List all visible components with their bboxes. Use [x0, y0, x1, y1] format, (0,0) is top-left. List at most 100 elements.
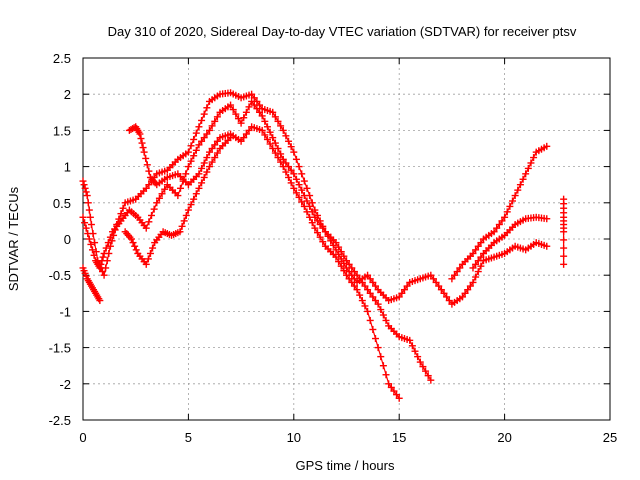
y-tick-label: 2.5	[53, 51, 71, 66]
data-point-marker	[150, 205, 158, 213]
x-tick-label: 5	[185, 430, 192, 445]
data-point-marker	[385, 380, 393, 388]
data-point-marker	[139, 144, 147, 152]
data-point-marker	[137, 135, 145, 143]
data-point-marker	[100, 249, 108, 257]
data-point-marker	[560, 244, 568, 252]
data-point-marker	[184, 163, 192, 171]
data-point-marker	[208, 158, 216, 166]
data-point-marker	[187, 142, 195, 150]
data-point-marker	[303, 208, 311, 216]
data-point-marker	[419, 363, 427, 371]
data-point-marker	[453, 268, 461, 276]
data-point-marker	[314, 229, 322, 237]
data-point-marker	[472, 273, 480, 281]
data-point-marker	[358, 278, 366, 286]
data-point-marker	[432, 278, 440, 286]
data-point-marker	[298, 186, 306, 194]
data-point-marker	[345, 260, 353, 268]
data-point-marker	[477, 239, 485, 247]
y-tick-label: -0.5	[49, 268, 71, 283]
data-point-marker	[456, 264, 464, 272]
data-point-marker	[469, 249, 477, 257]
data-point-marker	[493, 224, 501, 232]
data-point-marker	[371, 282, 379, 290]
data-point-marker	[287, 143, 295, 151]
data-point-marker	[514, 186, 522, 194]
data-point-marker	[176, 184, 184, 192]
data-point-marker	[340, 252, 348, 260]
data-point-marker	[435, 282, 443, 290]
data-point-marker	[279, 163, 287, 171]
data-point-marker	[211, 141, 219, 149]
data-point-marker	[340, 267, 348, 275]
data-point-marker	[129, 239, 137, 247]
data-point-marker	[84, 230, 92, 238]
data-point-marker	[424, 372, 432, 380]
data-point-marker	[332, 253, 340, 261]
data-point-marker	[200, 159, 208, 167]
data-point-marker	[279, 126, 287, 134]
x-tick-label: 25	[603, 430, 617, 445]
series-6	[448, 142, 551, 283]
data-point-marker	[269, 134, 277, 142]
data-point-marker	[287, 179, 295, 187]
data-point-marker	[290, 148, 298, 156]
data-point-marker	[543, 142, 551, 150]
grid-lines	[83, 58, 610, 420]
data-point-marker	[274, 117, 282, 125]
series-1	[79, 89, 551, 308]
data-point-marker	[250, 101, 258, 109]
data-point-marker	[303, 184, 311, 192]
data-point-marker	[182, 170, 190, 178]
data-point-marker	[560, 252, 568, 260]
data-point-marker	[356, 291, 364, 299]
data-point-marker	[242, 108, 250, 116]
data-point-marker	[266, 128, 274, 136]
data-point-marker	[311, 224, 319, 232]
data-point-marker	[543, 242, 551, 250]
data-point-marker	[96, 297, 104, 305]
data-point-marker	[140, 148, 148, 156]
data-point-marker	[80, 181, 88, 189]
data-point-marker	[337, 262, 345, 270]
data-point-marker	[319, 238, 327, 246]
data-point-marker	[192, 146, 200, 154]
data-point-marker	[282, 132, 290, 140]
data-point-marker	[361, 302, 369, 310]
data-point-marker	[292, 189, 300, 197]
data-point-marker	[142, 184, 150, 192]
data-point-marker	[408, 342, 416, 350]
data-point-marker	[469, 278, 477, 286]
data-point-marker	[474, 257, 482, 265]
data-point-marker	[498, 217, 506, 225]
data-point-marker	[205, 163, 213, 171]
data-point-marker	[343, 257, 350, 265]
data-point-marker	[92, 248, 100, 256]
data-point-marker	[245, 103, 253, 111]
y-tick-label: 2	[64, 87, 71, 102]
data-point-marker	[461, 289, 469, 297]
data-point-marker	[364, 307, 372, 315]
data-point-marker	[300, 202, 308, 210]
data-point-marker	[153, 199, 161, 207]
data-point-marker	[271, 113, 279, 121]
data-point-marker	[290, 184, 298, 192]
data-point-marker	[295, 181, 303, 189]
axis-ticks	[82, 57, 611, 421]
data-point-marker	[316, 221, 324, 229]
data-point-marker	[416, 358, 424, 366]
data-point-marker	[96, 264, 104, 272]
data-point-marker	[369, 326, 377, 333]
data-point-marker	[287, 166, 295, 174]
data-point-marker	[131, 242, 139, 250]
data-point-marker	[295, 193, 303, 201]
data-point-marker	[98, 268, 106, 276]
data-point-marker	[195, 184, 203, 192]
data-point-marker	[213, 137, 221, 145]
data-point-marker	[213, 149, 221, 157]
data-point-marker	[90, 251, 98, 259]
data-point-marker	[290, 170, 298, 178]
data-point-marker	[285, 137, 293, 145]
